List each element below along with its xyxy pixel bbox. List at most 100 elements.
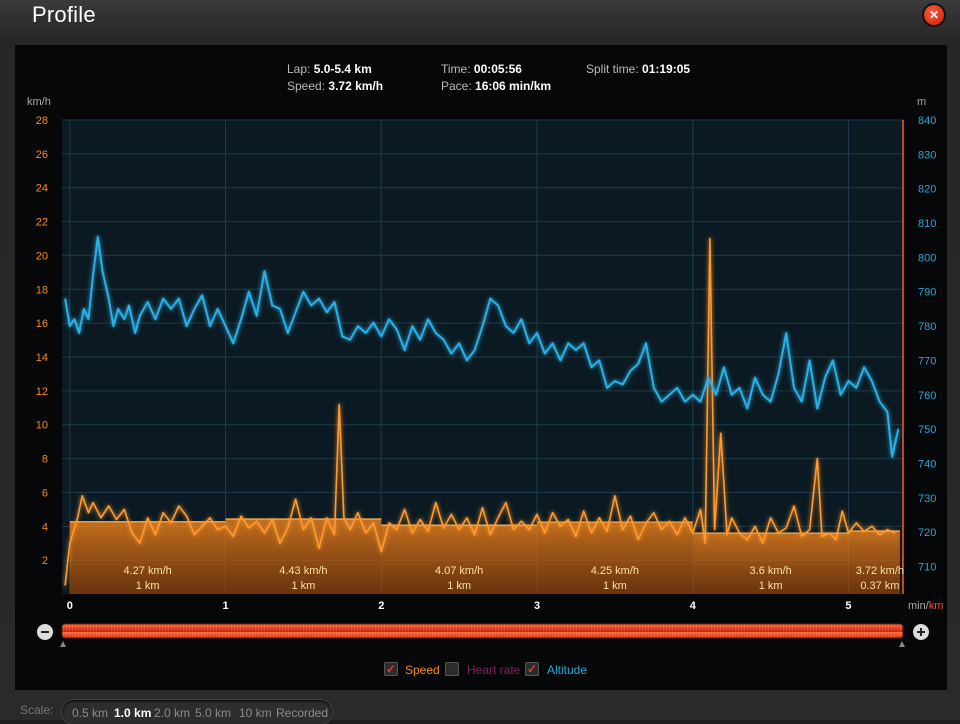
legend-altitude-label: Altitude	[547, 663, 588, 677]
segment-average-bar	[225, 519, 382, 594]
right-tick-label: 790	[918, 287, 936, 299]
segment-distance-label: 1 km	[291, 580, 315, 592]
legend-speed-label: Speed	[405, 663, 440, 677]
scale-label: Scale:	[20, 703, 54, 717]
left-tick-label: 22	[36, 217, 48, 229]
segment-average-bar	[692, 533, 849, 594]
right-axis-unit: m	[917, 96, 926, 108]
left-tick-label: 8	[42, 454, 48, 466]
lap-info: Lap: 5.0-5.4 km Speed: 3.72 km/h	[287, 61, 383, 95]
close-icon[interactable]: ✕	[924, 5, 944, 25]
segment-speed-label: 4.43 km/h	[279, 565, 327, 577]
x-tick-label: 1	[222, 600, 228, 612]
x-axis-unit-prefix: min/	[908, 600, 930, 612]
speed-layer	[64, 237, 896, 586]
left-tick-label: 10	[36, 420, 48, 432]
segment-speed-label: 4.27 km/h	[124, 565, 172, 577]
scale-option-0-5-km[interactable]: 0.5 km	[72, 706, 109, 720]
speed-line	[64, 237, 896, 586]
altitude-checkbox[interactable]: ✓	[525, 662, 539, 676]
zoom-in-glyph-v	[920, 628, 922, 636]
right-tick-label: 710	[918, 562, 936, 574]
segment-speed-label: 3.6 km/h	[750, 565, 792, 577]
scale-option-2-0-km[interactable]: 2.0 km	[154, 706, 191, 720]
range-handle-right[interactable]	[899, 641, 905, 647]
altitude-line	[64, 235, 900, 458]
right-tick-label: 800	[918, 252, 936, 264]
x-axis-unit: min/km	[908, 600, 943, 612]
window-title: Profile	[32, 2, 96, 27]
segment-distance-label: 0.37 km	[860, 580, 899, 592]
speed-label: Speed:	[287, 79, 326, 93]
segment-average-bars	[69, 518, 900, 594]
right-tick-label: 820	[918, 184, 936, 196]
right-tick-label: 760	[918, 390, 936, 402]
lap-value: 5.0-5.4 km	[313, 62, 372, 76]
x-tick-label: 2	[378, 600, 384, 612]
segment-average-bar	[381, 525, 538, 594]
left-axis-unit: km/h	[27, 96, 51, 108]
segment-labels: 4.27 km/h 1 km 4.43 km/h 1 km 4.07 km/h 1 km 4…	[124, 565, 905, 592]
scale-option-10-km[interactable]: 10 km	[239, 706, 272, 720]
scale-option-1-0-km[interactable]: 1.0 km	[114, 706, 152, 720]
left-tick-label: 20	[36, 250, 48, 262]
scale-options: 0.5 km 1.0 km 2.0 km 5.0 km 10 km Record…	[62, 700, 332, 724]
zoom-out-glyph	[41, 631, 49, 633]
range-handle-left[interactable]	[60, 641, 66, 647]
left-tick-label: 4	[42, 521, 48, 533]
speed-checkbox[interactable]: ✓	[384, 662, 398, 676]
right-tick-label: 730	[918, 493, 936, 505]
segment-distance-label: 1 km	[603, 580, 627, 592]
split-value: 01:19:05	[642, 62, 691, 76]
scale-option-recorded[interactable]: Recorded	[276, 706, 329, 720]
heart-rate-checkbox[interactable]	[445, 662, 459, 676]
segment-average-bar	[69, 521, 226, 594]
segment-speed-label: 4.07 km/h	[435, 565, 483, 577]
left-tick-label: 18	[36, 284, 48, 296]
time-label: Time:	[441, 62, 471, 76]
right-tick-label: 750	[918, 424, 936, 436]
scale-option-5-0-km[interactable]: 5.0 km	[195, 706, 232, 720]
range-slider[interactable]	[61, 623, 904, 639]
scale-selector: Scale: 0.5 km 1.0 km 2.0 km 5.0 km 10 km…	[0, 698, 960, 724]
left-tick-label: 26	[36, 149, 48, 161]
right-tick-label: 810	[918, 218, 936, 230]
x-tick-label: 4	[690, 600, 697, 612]
left-tick-label: 12	[36, 386, 48, 398]
time-info: Time: 00:05:56 Pace: 16:06 min/km	[441, 61, 551, 95]
right-tick-label: 740	[918, 458, 936, 470]
x-tick-label: 5	[845, 600, 851, 612]
right-tick-label: 780	[918, 321, 936, 333]
pace-label: Pace:	[441, 79, 472, 93]
left-tick-label: 16	[36, 318, 48, 330]
segment-average-bar	[848, 531, 900, 594]
x-tick-label: 3	[534, 600, 540, 612]
right-tick-label: 720	[918, 527, 936, 539]
segment-distance-label: 1 km	[759, 580, 783, 592]
time-value: 00:05:56	[473, 62, 522, 76]
axes: 2468101214161820222426287107207307407507…	[36, 115, 937, 612]
speed-value: 3.72 km/h	[328, 79, 384, 93]
x-tick-label: 0	[67, 600, 73, 612]
split-label: Split time:	[586, 62, 639, 76]
segment-speed-label: 4.25 km/h	[591, 565, 639, 577]
x-axis-unit-suffix: km	[929, 600, 944, 612]
right-tick-label: 840	[918, 115, 936, 127]
segment-distance-label: 1 km	[447, 580, 471, 592]
profile-chart: 4.27 km/h 1 km 4.43 km/h 1 km 4.07 km/h 1 km 4…	[27, 96, 943, 647]
split-info: Split time: 01:19:05	[586, 61, 690, 78]
pace-value: 16:06 min/km	[475, 79, 552, 93]
right-tick-label: 770	[918, 355, 936, 367]
left-tick-label: 2	[42, 555, 48, 567]
left-tick-label: 24	[36, 183, 48, 195]
legend: ✓ Speed Heart rate ✓ Altitude	[0, 660, 960, 682]
segment-distance-label: 1 km	[136, 580, 160, 592]
segment-speed-label: 3.72 km/h	[856, 565, 904, 577]
segment-average-bar	[537, 522, 693, 594]
right-tick-label: 830	[918, 149, 936, 161]
altitude-layer	[64, 235, 900, 458]
left-tick-label: 28	[36, 115, 48, 127]
lap-label: Lap:	[287, 62, 311, 76]
left-tick-label: 14	[36, 352, 48, 364]
